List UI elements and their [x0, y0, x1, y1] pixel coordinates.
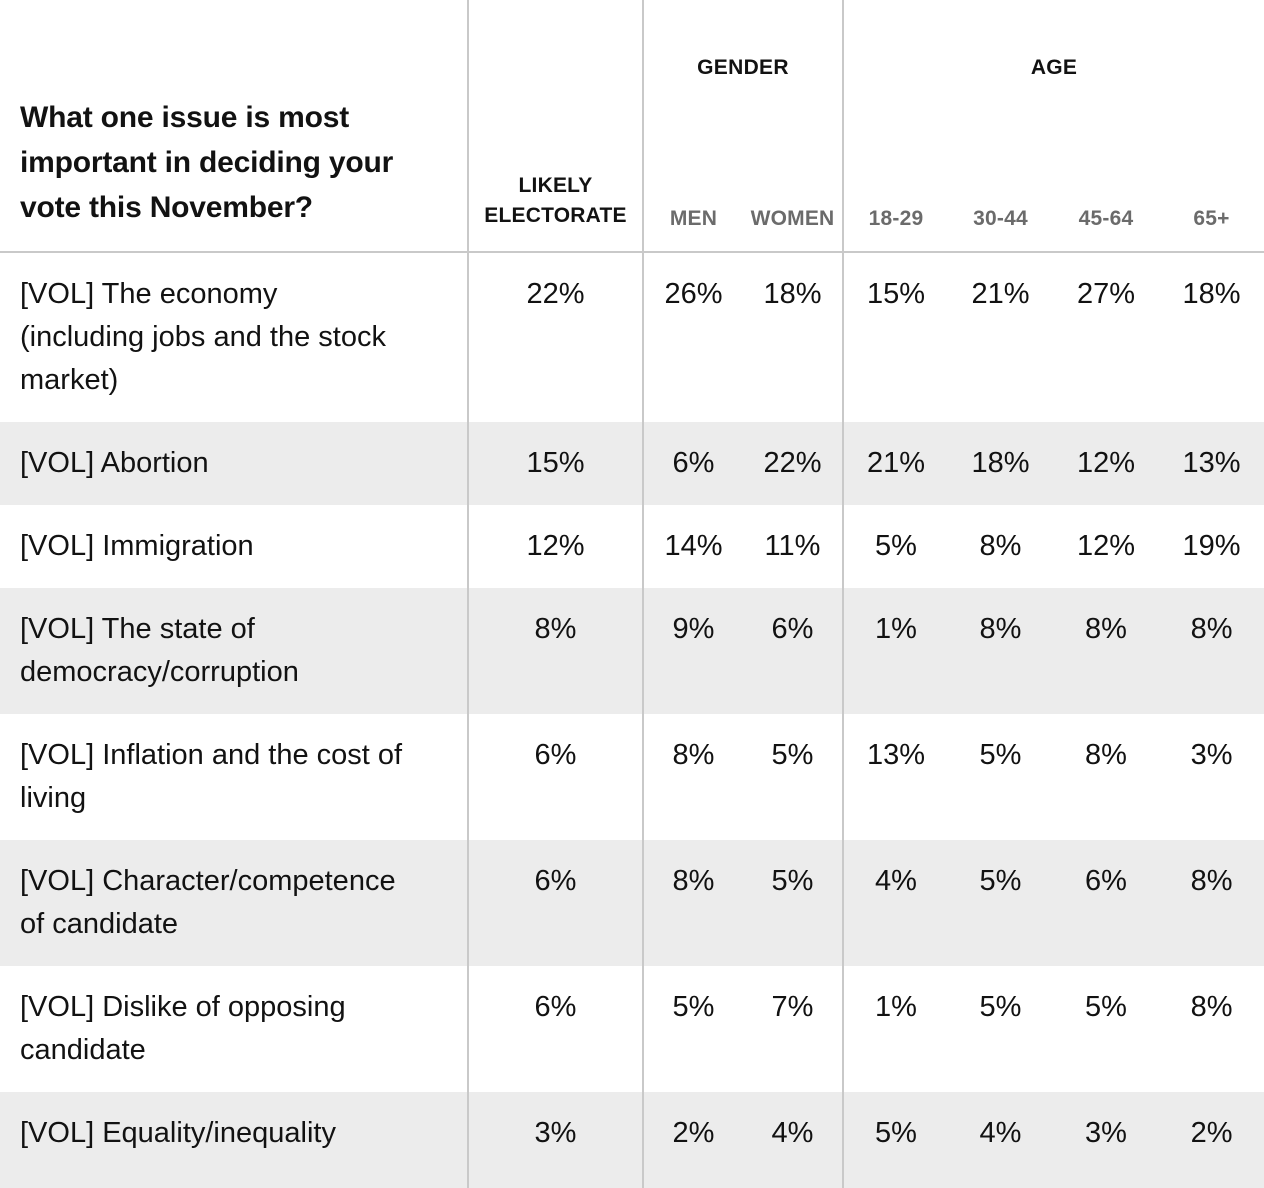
value-cell-65plus: 8% [1190, 865, 1233, 897]
column-header-45-64: 45-64 [1078, 207, 1134, 230]
table-row: [VOL] The state of democracy/corruption … [0, 588, 1264, 714]
value-cell-18-29: 1% [842, 966, 948, 1092]
row-label: [VOL] The economy (including jobs and th… [0, 251, 468, 422]
table-row: [VOL] Inflation and the cost of living 6… [0, 714, 1264, 840]
value-cell-men: 14% [642, 505, 743, 588]
value-cell-30-44: 8% [979, 530, 1022, 562]
column-header-18-29: 18-29 [842, 105, 948, 252]
value-cell-likely-electorate: 22% [467, 251, 643, 422]
table-header: What one issue is most important in deci… [0, 0, 1264, 252]
value-cell-30-44: 5% [979, 865, 1022, 897]
value-cell-30-44: 8% [979, 613, 1022, 645]
value-cell-30-44: 18% [971, 447, 1030, 479]
value-cell-men: 8% [642, 714, 743, 840]
value-cell-30-44: 5% [979, 991, 1022, 1023]
value-cell-women: 4% [771, 1117, 814, 1149]
row-label: [VOL] The state of democracy/corruption [20, 613, 299, 688]
value-cell-men: 6% [642, 422, 743, 505]
value-cell-likely-electorate: 15% [467, 422, 643, 505]
value-cell-45-64: 12% [1076, 447, 1136, 479]
value-cell-men: 5% [642, 966, 743, 1092]
value-cell-women: 5% [771, 739, 814, 771]
table-row: [VOL] Immigration 12% 14% 11% 5% 8% 12% … [0, 505, 1264, 588]
value-cell-likely-electorate: 3% [467, 1092, 643, 1188]
row-label: [VOL] Character/competence of candidate [20, 865, 396, 940]
table-row: [VOL] Dislike of opposing candidate 6% 5… [0, 966, 1264, 1092]
value-cell-men: 2% [642, 1092, 743, 1188]
value-cell-45-64: 3% [1085, 1117, 1127, 1149]
value-cell-18-29: 13% [842, 714, 948, 840]
value-cell-65plus: 13% [1182, 447, 1241, 479]
row-label: [VOL] Equality/inequality [20, 1117, 336, 1149]
column-header-women: WOMEN [750, 207, 835, 230]
column-header-30-44: 30-44 [973, 207, 1028, 230]
value-cell-women: 5% [771, 865, 814, 897]
value-cell-likely-electorate: 6% [467, 840, 643, 966]
value-cell-men: 9% [642, 588, 743, 714]
value-cell-18-29: 1% [842, 588, 948, 714]
value-cell-men: 8% [642, 840, 743, 966]
row-label: [VOL] Abortion [20, 447, 209, 479]
row-label: [VOL] Inflation and the cost of living [20, 739, 403, 814]
value-cell-likely-electorate: 6% [467, 714, 643, 840]
value-cell-65plus: 19% [1182, 530, 1241, 562]
column-header-likely-electorate: LIKELY ELECTORATE [467, 0, 643, 252]
table-body: [VOL] The economy (including jobs and th… [0, 251, 1264, 1188]
value-cell-65plus: 3% [1190, 739, 1233, 771]
column-header-men: MEN [642, 105, 743, 252]
value-cell-women: 22% [763, 447, 822, 479]
table-row: [VOL] The economy (including jobs and th… [0, 251, 1264, 422]
value-cell-likely-electorate: 12% [467, 505, 643, 588]
value-cell-45-64: 6% [1085, 865, 1127, 897]
value-cell-women: 11% [764, 530, 821, 562]
value-cell-45-64: 12% [1076, 530, 1136, 562]
table-row: [VOL] Equality/inequality 3% 2% 4% 5% 4%… [0, 1092, 1264, 1188]
value-cell-45-64: 8% [1085, 739, 1127, 771]
value-cell-30-44: 21% [948, 251, 1053, 422]
value-cell-likely-electorate: 6% [467, 966, 643, 1092]
value-cell-18-29: 15% [842, 251, 948, 422]
value-cell-women: 18% [743, 251, 843, 422]
row-label: [VOL] Dislike of opposing candidate [20, 991, 346, 1066]
value-cell-65plus: 2% [1190, 1117, 1233, 1149]
column-header-65plus: 65+ [1193, 207, 1230, 230]
value-cell-30-44: 4% [979, 1117, 1022, 1149]
row-label: [VOL] Immigration [20, 530, 254, 562]
value-cell-45-64: 8% [1085, 613, 1127, 645]
value-cell-65plus: 18% [1159, 251, 1264, 422]
table-row: [VOL] Abortion 15% 6% 22% 21% 18% 12% 13… [0, 422, 1264, 505]
value-cell-men: 26% [642, 251, 743, 422]
value-cell-women: 6% [771, 613, 814, 645]
column-group-gender: GENDER [642, 0, 843, 105]
value-cell-18-29: 5% [842, 505, 948, 588]
table-row: [VOL] Character/competence of candidate … [0, 840, 1264, 966]
value-cell-women: 7% [771, 991, 814, 1023]
value-cell-18-29: 5% [842, 1092, 948, 1188]
value-cell-30-44: 5% [979, 739, 1022, 771]
value-cell-45-64: 27% [1053, 251, 1159, 422]
value-cell-65plus: 8% [1190, 613, 1233, 645]
question-title: What one issue is most important in deci… [20, 101, 394, 224]
value-cell-65plus: 8% [1190, 991, 1233, 1023]
group-header-row: What one issue is most important in deci… [0, 0, 1264, 252]
value-cell-likely-electorate: 8% [467, 588, 643, 714]
sub-header-row: MEN WOMEN 18-29 30-44 45-64 65+ [0, 105, 1264, 252]
value-cell-18-29: 4% [842, 840, 948, 966]
value-cell-45-64: 5% [1085, 991, 1127, 1023]
column-group-age: AGE [841, 0, 1264, 105]
value-cell-18-29: 21% [842, 422, 948, 505]
